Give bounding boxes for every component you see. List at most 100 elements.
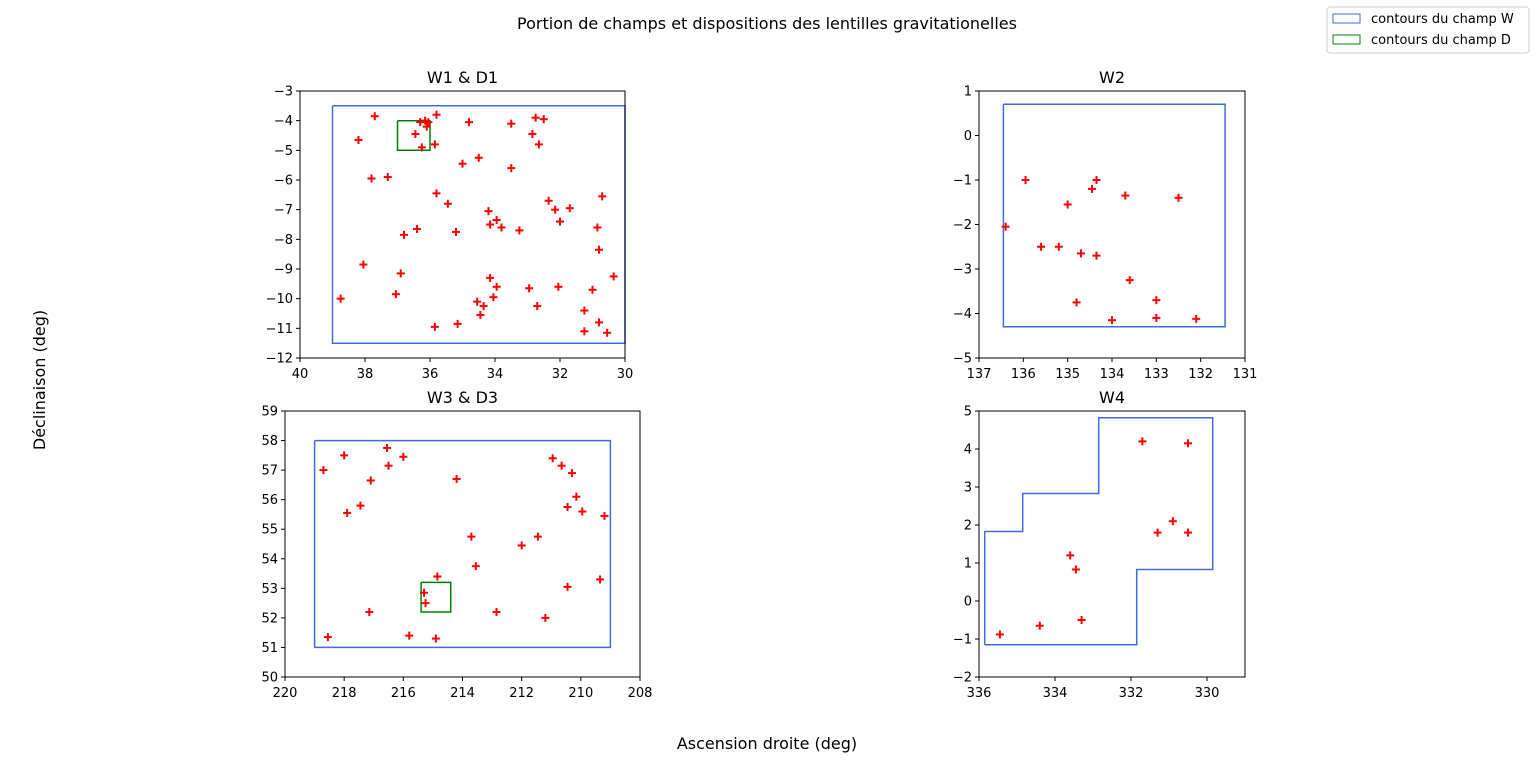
lens-marker — [430, 140, 439, 149]
legend-frame — [1326, 6, 1530, 54]
lens-marker — [1077, 616, 1086, 624]
lens-marker — [417, 143, 426, 152]
lens-marker — [489, 293, 498, 302]
lens-marker — [323, 633, 332, 642]
lens-marker — [416, 118, 425, 127]
lens-marker — [1152, 296, 1161, 305]
y-tick-label: −6 — [274, 174, 293, 189]
y-tick-label: −8 — [274, 233, 293, 248]
lens-marker — [551, 205, 560, 214]
lens-marker — [595, 245, 603, 254]
x-tick-label: 38 — [357, 367, 374, 382]
lens-marker — [359, 260, 368, 269]
lens-marker — [433, 572, 442, 581]
x-tick-label: 208 — [628, 686, 653, 701]
lens-marker — [544, 196, 553, 205]
lens-marker — [424, 118, 433, 127]
y-tick-label: 0 — [964, 129, 972, 144]
y-tick-label: 0 — [964, 595, 972, 610]
lens-marker — [563, 582, 572, 591]
lens-marker — [354, 135, 363, 144]
lens-marker — [1071, 565, 1080, 574]
lens-marker — [1076, 249, 1085, 258]
lens-marker — [557, 461, 566, 470]
y-tick-label: −12 — [266, 352, 293, 367]
y-tick-label: 59 — [261, 405, 278, 420]
lens-marker — [1153, 528, 1162, 537]
lens-marker — [1125, 276, 1134, 285]
lens-marker — [465, 118, 473, 127]
legend: contours du champ W contours du champ D — [1326, 6, 1530, 54]
lens-marker — [420, 588, 429, 597]
lens-marker — [384, 461, 393, 470]
lens-marker — [1152, 313, 1161, 322]
axes-frame — [284, 410, 641, 678]
x-tick-label: 218 — [332, 686, 357, 701]
legend-swatch-w — [1332, 13, 1361, 24]
lens-marker — [492, 216, 501, 225]
lens-marker — [474, 153, 483, 162]
lens-marker — [1138, 437, 1147, 446]
y-tick-label: 4 — [964, 443, 972, 458]
y-tick-label: −4 — [953, 307, 972, 322]
x-tick-label: 135 — [1055, 367, 1080, 382]
lens-marker — [343, 508, 352, 517]
lens-marker — [411, 130, 420, 139]
lens-marker — [453, 319, 462, 328]
lens-marker — [492, 282, 501, 291]
lens-marker — [492, 607, 501, 616]
lens-marker — [609, 272, 618, 281]
y-tick-label: −5 — [953, 352, 972, 367]
lens-marker — [383, 443, 392, 452]
y-tick-label: −3 — [953, 263, 972, 278]
lens-marker — [1121, 191, 1130, 200]
lens-marker — [336, 294, 345, 303]
lens-marker — [430, 322, 439, 331]
lens-marker — [507, 119, 516, 128]
lens-marker — [539, 115, 548, 124]
lens-marker — [432, 189, 441, 198]
subplot-title: W2 — [1099, 68, 1125, 87]
x-axis-label: Ascension droite (deg) — [677, 734, 857, 753]
lens-marker — [515, 226, 524, 235]
contour-field-d — [420, 581, 452, 613]
subplot-title: W1 & D1 — [427, 68, 498, 87]
lens-marker — [486, 220, 495, 229]
y-tick-label: −2 — [953, 218, 972, 233]
lens-marker — [578, 507, 587, 516]
lens-marker — [486, 273, 495, 282]
y-tick-label: −5 — [274, 144, 293, 159]
legend-label-d: contours du champ D — [1371, 33, 1511, 48]
contour-field-w — [313, 439, 612, 649]
y-tick-label: −11 — [266, 322, 293, 337]
y-tick-label: −4 — [274, 114, 293, 129]
lens-marker — [556, 217, 564, 226]
lens-marker — [567, 469, 576, 478]
lens-marker — [396, 269, 405, 278]
lens-marker — [1037, 242, 1046, 251]
lens-marker — [533, 302, 542, 311]
lens-marker — [365, 607, 374, 616]
lens-marker — [452, 474, 461, 483]
x-tick-label: 137 — [967, 367, 992, 382]
lens-marker — [598, 192, 607, 201]
y-tick-label: 57 — [261, 464, 278, 479]
lens-marker — [370, 112, 379, 121]
lens-marker — [1092, 176, 1101, 184]
x-tick-label: 32 — [552, 367, 569, 382]
lens-marker — [1168, 517, 1177, 526]
lens-marker — [340, 451, 349, 460]
lens-marker — [528, 130, 537, 139]
lens-marker — [1092, 251, 1101, 260]
lens-marker — [507, 164, 516, 173]
y-tick-label: 5 — [964, 405, 972, 420]
y-tick-label: 1 — [964, 557, 972, 572]
y-tick-label: −2 — [953, 671, 972, 686]
lens-marker — [1174, 193, 1183, 202]
lens-marker — [1184, 528, 1192, 537]
lens-marker — [1184, 439, 1192, 448]
lens-marker — [367, 174, 376, 183]
lens-marker — [413, 224, 421, 233]
y-tick-label: 1 — [964, 85, 972, 100]
